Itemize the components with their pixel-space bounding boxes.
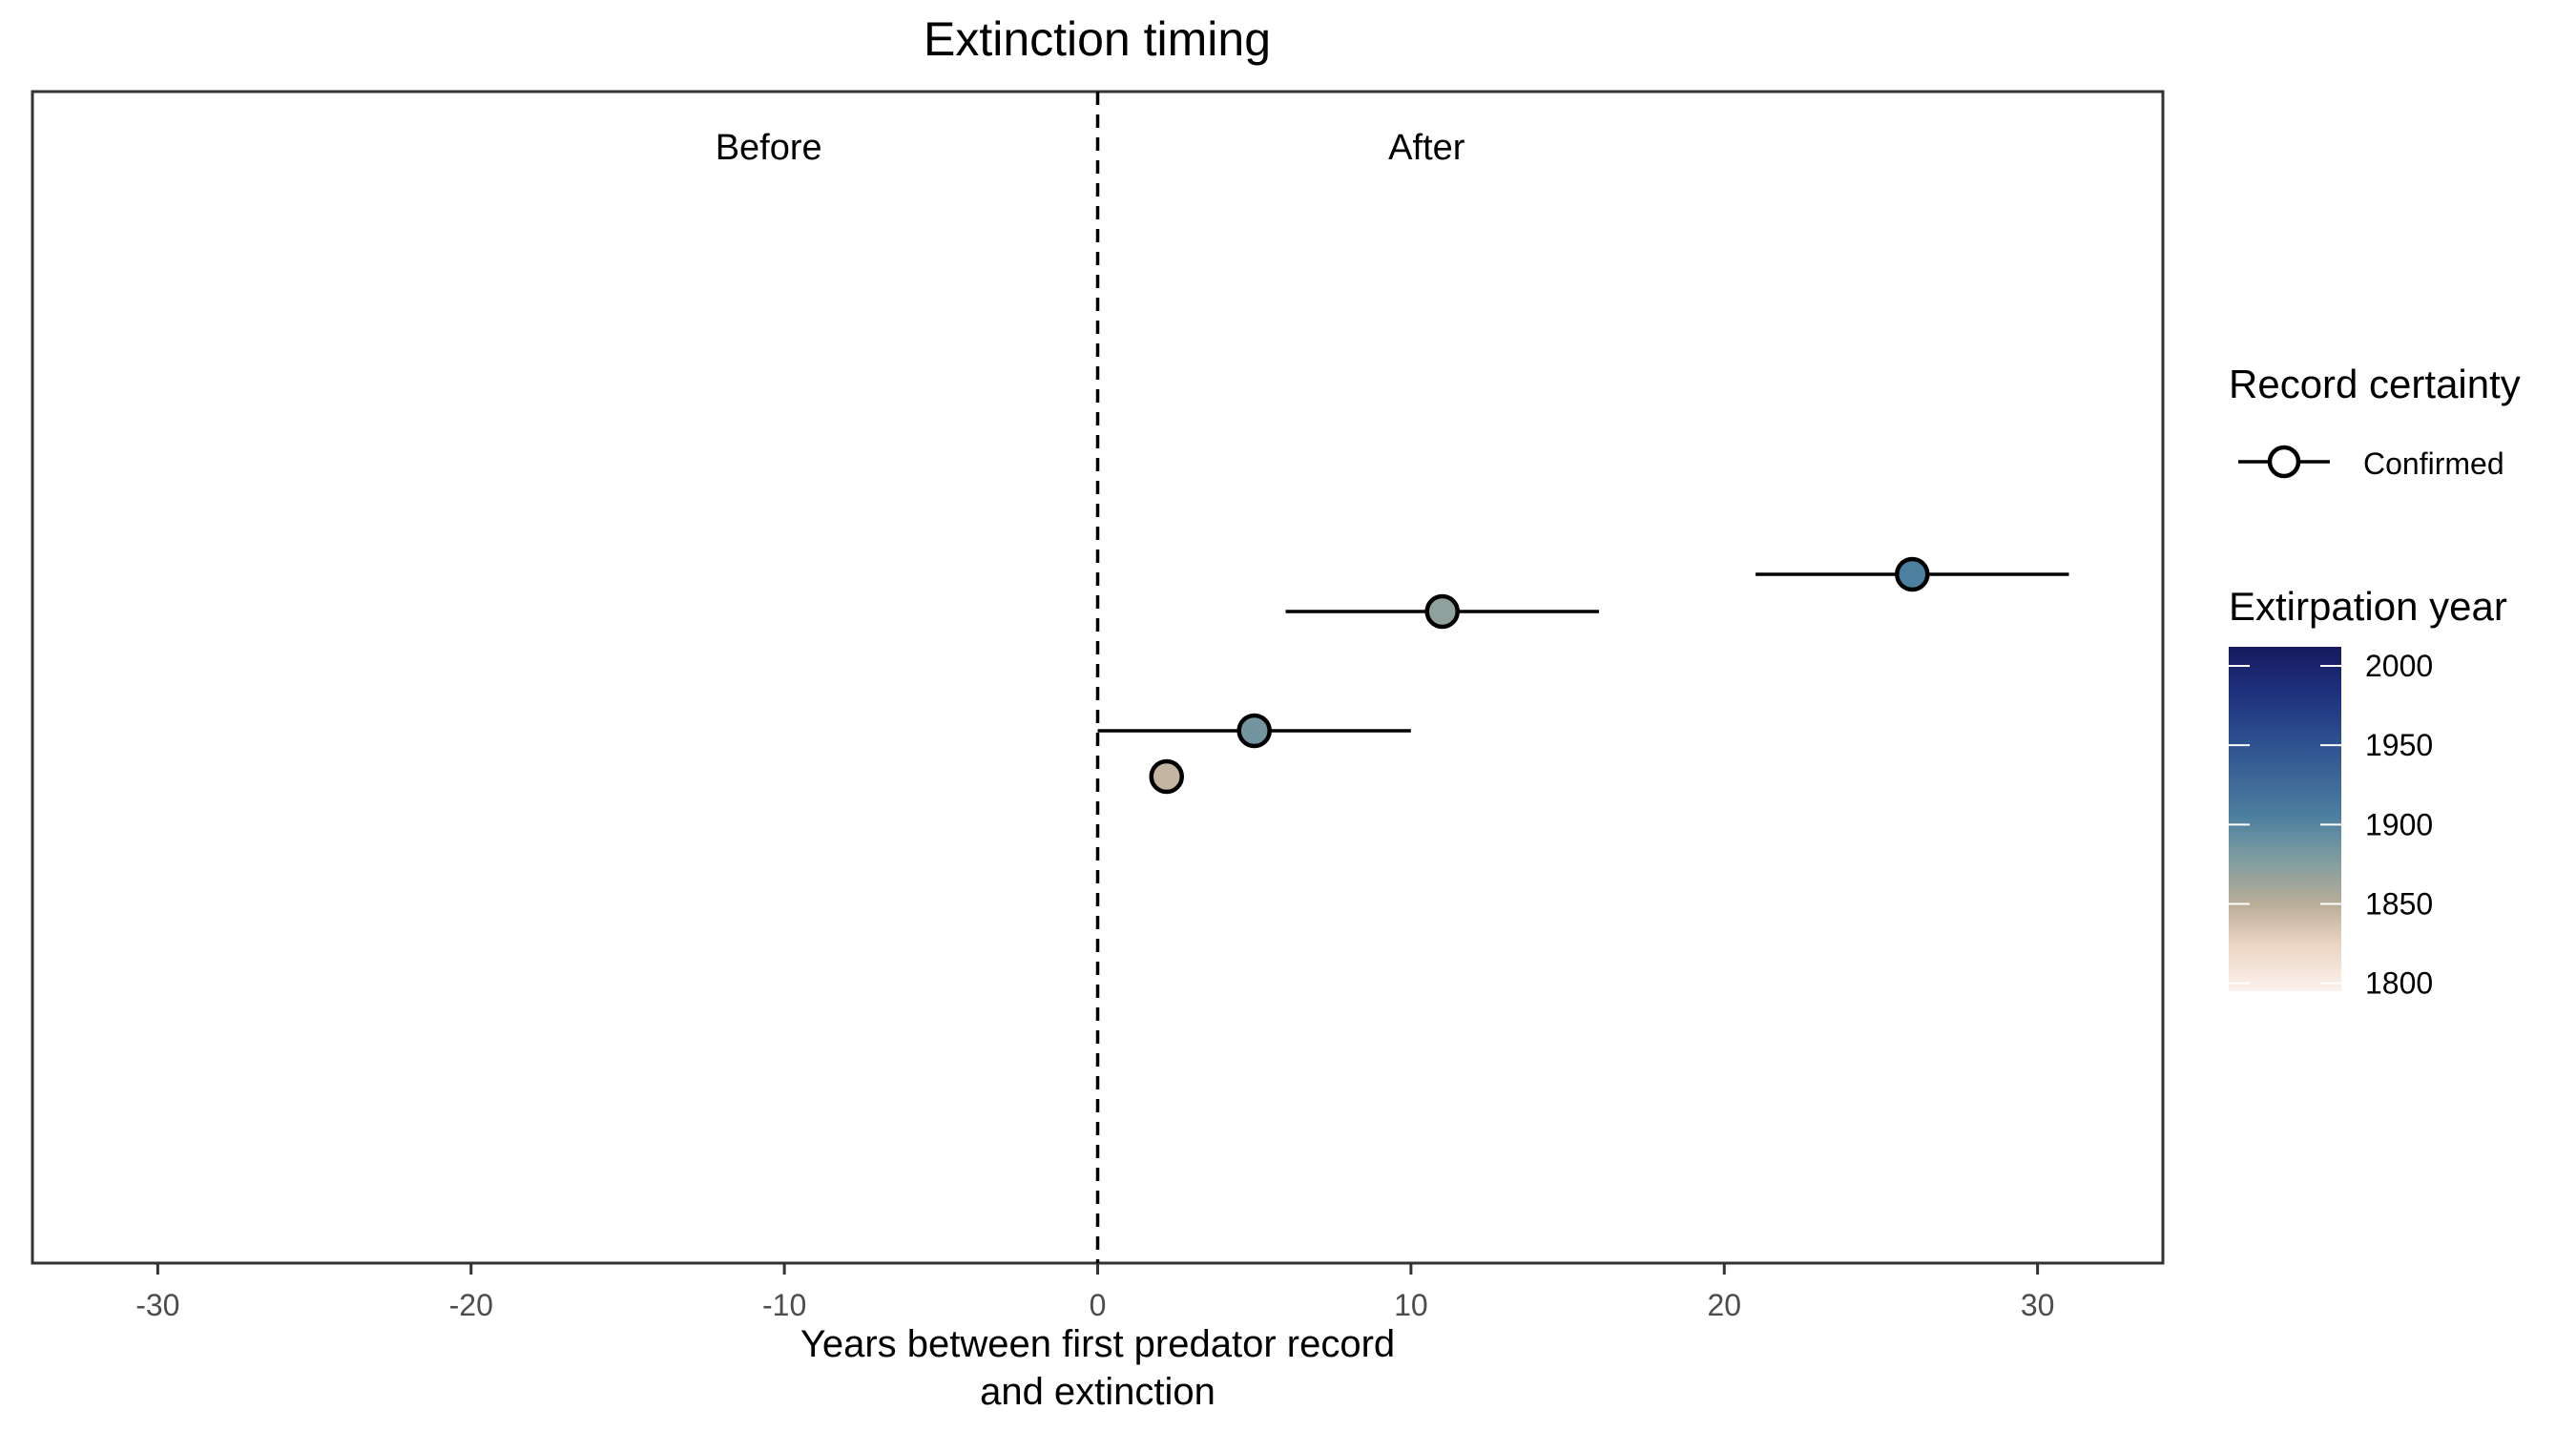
data-point [1895, 556, 1930, 592]
color-bar-ticks: 2000 1950 1900 1850 1800 [2229, 649, 2433, 1001]
data-point [1424, 593, 1460, 630]
color-tick-label: 1900 [2365, 807, 2433, 841]
color-bar [2229, 647, 2341, 991]
x-tick-label: 30 [2021, 1288, 2055, 1322]
x-axis-title-line: Years between first predator record [800, 1323, 1395, 1365]
data-point [1236, 713, 1272, 749]
x-axis-title: Years between first predator record and e… [800, 1323, 1395, 1413]
x-axis-title-line: and extinction [980, 1371, 1215, 1413]
legend-shape-title: Record certainty [2229, 362, 2521, 406]
data-points [1149, 556, 1930, 795]
x-axis: -30 -20 -10 0 10 20 30 [135, 1263, 2054, 1322]
x-tick-label: 20 [1707, 1288, 1741, 1322]
annotation-after: After [1388, 128, 1465, 168]
data-point [1149, 758, 1184, 795]
color-tick-label: 1800 [2365, 966, 2433, 1001]
legend: Record certainty Confirmed Extirpation y… [2229, 362, 2521, 1001]
x-tick-label: -20 [449, 1288, 493, 1322]
color-tick-label: 1850 [2365, 887, 2433, 922]
legend-shape-key [2238, 445, 2330, 479]
color-tick-label: 1950 [2365, 728, 2433, 762]
legend-confirmed-circle-icon [2267, 445, 2301, 479]
legend-confirmed-label: Confirmed [2363, 446, 2504, 481]
chart-title: Extinction timing [924, 12, 1271, 66]
color-tick-label: 2000 [2365, 649, 2433, 683]
annotation-before: Before [716, 128, 822, 168]
x-tick-label: -30 [135, 1288, 179, 1322]
x-tick-label: 10 [1394, 1288, 1428, 1322]
x-tick-label: -10 [762, 1288, 806, 1322]
x-tick-label: 0 [1090, 1288, 1107, 1322]
annotations: Before After [716, 128, 1465, 168]
legend-color-title: Extirpation year [2229, 584, 2507, 629]
